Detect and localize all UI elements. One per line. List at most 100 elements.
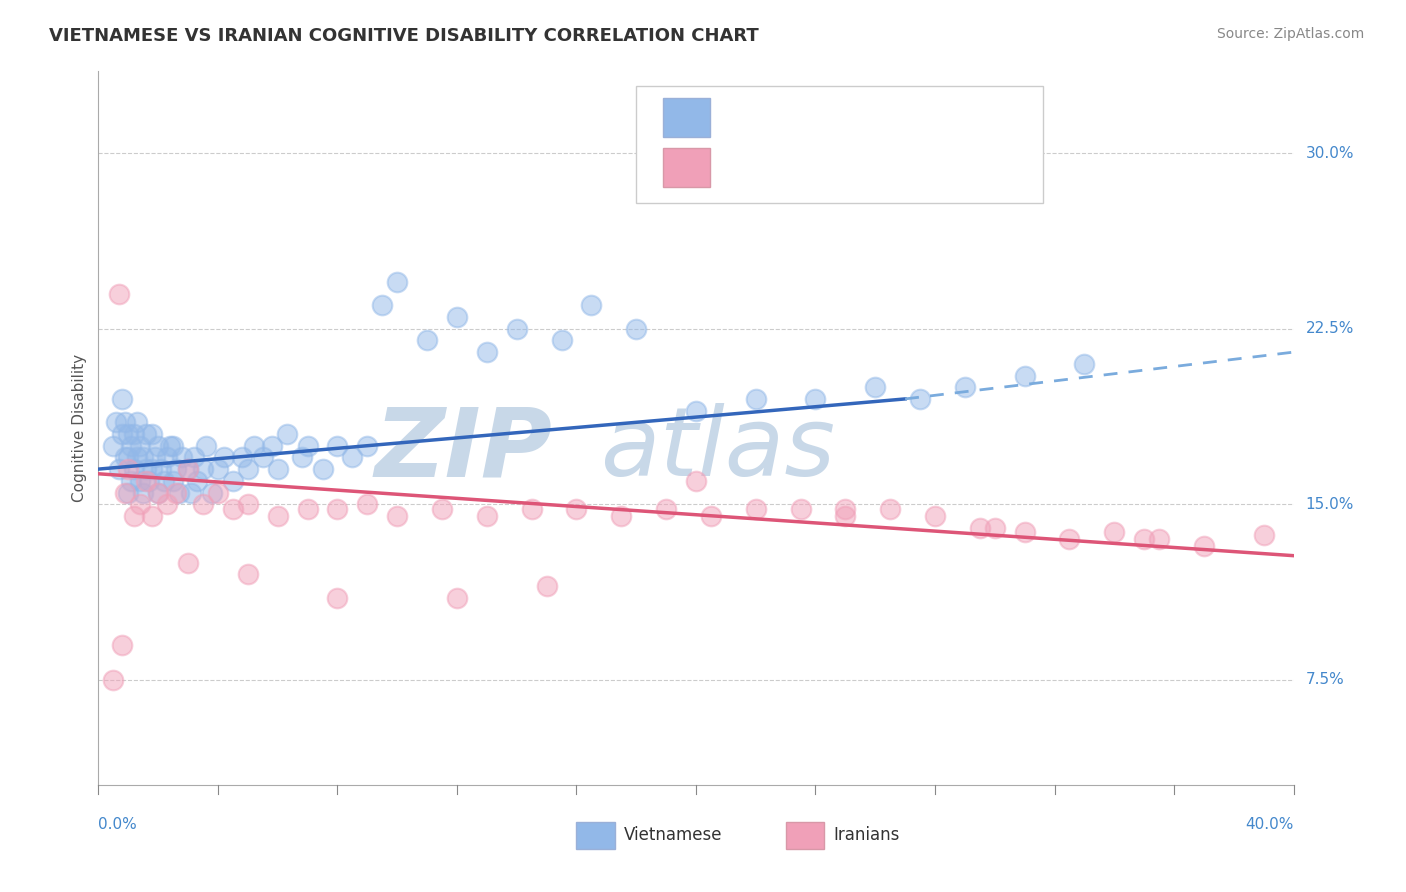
Point [129, 439, 152, 453]
Point [114, 485, 136, 500]
FancyBboxPatch shape [662, 148, 710, 187]
Point [177, 556, 200, 570]
Point [141, 508, 163, 523]
Point [385, 275, 409, 289]
Point [222, 474, 245, 488]
Point [236, 497, 259, 511]
Point [446, 310, 468, 324]
Point [117, 462, 139, 476]
Point [207, 485, 229, 500]
Point [260, 439, 283, 453]
Point [132, 450, 155, 465]
Text: -0.169: -0.169 [779, 158, 845, 178]
Point [148, 485, 170, 500]
Point [212, 450, 235, 465]
Point [117, 427, 139, 442]
Point [520, 501, 543, 516]
Point [1014, 368, 1036, 383]
Point [236, 567, 259, 582]
Point [111, 427, 134, 442]
Point [120, 439, 142, 453]
Point [267, 508, 290, 523]
Point [685, 474, 707, 488]
Text: 15.0%: 15.0% [1306, 497, 1354, 512]
Point [655, 501, 678, 516]
Point [165, 485, 187, 500]
Text: Source: ZipAtlas.com: Source: ZipAtlas.com [1216, 27, 1364, 41]
Point [180, 485, 202, 500]
FancyBboxPatch shape [662, 98, 710, 137]
Point [834, 501, 856, 516]
Point [111, 392, 134, 406]
Point [231, 450, 253, 465]
Point [162, 474, 184, 488]
Point [156, 450, 179, 465]
Point [124, 427, 146, 442]
Point [222, 501, 245, 516]
Point [124, 508, 146, 523]
Text: R =: R = [724, 108, 765, 128]
Point [183, 450, 205, 465]
Point [475, 345, 498, 359]
Point [172, 450, 194, 465]
Point [267, 462, 290, 476]
Point [446, 591, 468, 605]
Point [177, 462, 200, 476]
Point [162, 439, 184, 453]
Point [311, 462, 333, 476]
Point [105, 415, 128, 429]
Point [326, 591, 349, 605]
Point [416, 334, 439, 348]
Point [141, 427, 163, 442]
Point [129, 497, 152, 511]
Point [1133, 533, 1156, 547]
Point [177, 462, 200, 476]
Point [186, 474, 208, 488]
Text: N =: N = [852, 108, 894, 128]
Point [789, 501, 811, 516]
Point [124, 462, 146, 476]
Point [159, 439, 181, 453]
Point [953, 380, 976, 394]
Point [745, 392, 768, 406]
Point [127, 415, 149, 429]
Point [120, 474, 142, 488]
Point [191, 462, 214, 476]
Text: atlas: atlas [600, 403, 835, 496]
Point [103, 439, 125, 453]
FancyBboxPatch shape [786, 822, 824, 849]
Point [626, 322, 648, 336]
Y-axis label: Cognitive Disability: Cognitive Disability [72, 354, 87, 502]
Text: 22.5%: 22.5% [1306, 321, 1354, 336]
Point [201, 485, 224, 500]
Point [700, 508, 723, 523]
Point [1104, 525, 1126, 540]
Point [135, 427, 157, 442]
Point [475, 508, 498, 523]
Point [297, 501, 319, 516]
Point [135, 474, 157, 488]
Point [1014, 525, 1036, 540]
Point [138, 474, 160, 488]
Point [236, 462, 259, 476]
Point [745, 501, 768, 516]
Point [114, 450, 136, 465]
Point [111, 638, 134, 652]
Text: 77: 77 [901, 108, 928, 128]
Point [342, 450, 364, 465]
Point [550, 334, 572, 348]
Text: 50: 50 [914, 158, 939, 178]
Text: 30.0%: 30.0% [1306, 145, 1354, 161]
Point [430, 501, 453, 516]
Point [356, 497, 378, 511]
Point [291, 450, 314, 465]
Point [148, 485, 170, 500]
Point [1059, 533, 1081, 547]
Point [108, 286, 131, 301]
Point [1073, 357, 1095, 371]
Point [804, 392, 827, 406]
Point [167, 485, 190, 500]
Text: Vietnamese: Vietnamese [624, 826, 723, 844]
Point [1147, 533, 1170, 547]
Point [924, 508, 946, 523]
